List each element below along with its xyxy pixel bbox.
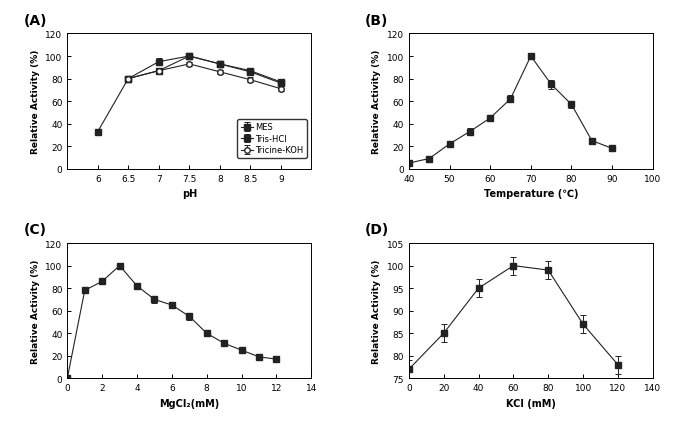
Text: (C): (C) [24,223,46,237]
Text: (B): (B) [365,14,388,28]
Legend: MES, Tris-HCl, Tricine-KOH: MES, Tris-HCl, Tricine-KOH [237,120,307,158]
Y-axis label: Relative Activity (%): Relative Activity (%) [372,259,381,363]
Y-axis label: Relative Activity (%): Relative Activity (%) [31,259,40,363]
Text: (D): (D) [365,223,389,237]
X-axis label: MgCl₂(mM): MgCl₂(mM) [159,398,219,408]
X-axis label: KCl (mM): KCl (mM) [506,398,556,408]
Text: (A): (A) [24,14,47,28]
Y-axis label: Relative Activity (%): Relative Activity (%) [372,50,381,154]
X-axis label: pH: pH [182,189,197,199]
X-axis label: Temperature (℃): Temperature (℃) [484,189,578,199]
Y-axis label: Relative Activity (%): Relative Activity (%) [31,50,40,154]
